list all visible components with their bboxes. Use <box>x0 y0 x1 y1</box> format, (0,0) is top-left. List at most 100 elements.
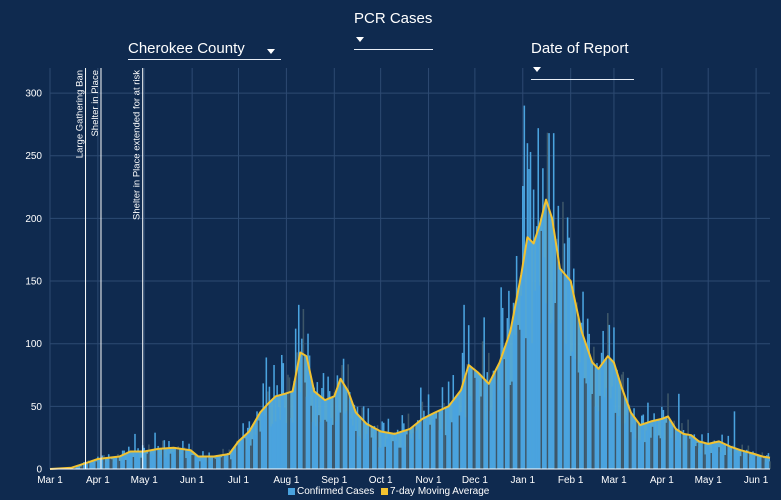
county-dropdown[interactable]: Cherokee County <box>128 39 281 60</box>
case-bar <box>373 425 376 469</box>
case-bar <box>540 230 543 469</box>
case-bar <box>339 412 342 469</box>
case-bar <box>285 423 288 469</box>
x-tick-label: Nov 1 <box>415 475 442 486</box>
case-bar <box>532 189 535 470</box>
case-bar <box>497 379 499 469</box>
case-bar <box>670 437 672 469</box>
case-bar <box>738 453 740 469</box>
case-bar <box>505 398 507 469</box>
case-bar <box>565 343 567 469</box>
case-bar <box>203 455 206 469</box>
axes: 0 50 100 150 200 250 300 Mar 1 Apr 1 May 1 Jun 1 Ju… <box>25 89 770 486</box>
case-bar <box>401 415 404 469</box>
case-bar <box>364 439 366 469</box>
case-bar <box>396 429 399 469</box>
case-bar <box>392 441 394 469</box>
y-tick-label: 150 <box>25 277 42 288</box>
case-bar <box>230 459 232 469</box>
case-bar <box>242 423 244 469</box>
case-bar <box>650 437 652 469</box>
case-bar <box>104 462 107 469</box>
date-mode-dropdown[interactable]: Date of Report <box>531 39 634 80</box>
case-bar <box>234 451 237 469</box>
case-bar <box>118 460 121 469</box>
case-bar <box>668 421 671 469</box>
case-bar <box>310 405 312 469</box>
case-bar <box>180 454 183 469</box>
case-bar <box>440 429 442 469</box>
case-bar <box>701 434 703 469</box>
case-bar <box>501 307 504 469</box>
case-bar <box>406 434 408 469</box>
case-bar <box>124 459 127 469</box>
case-bar <box>132 456 135 469</box>
case-bar <box>444 435 447 469</box>
case-bar <box>274 421 277 469</box>
case-bar <box>399 447 402 469</box>
case-bar <box>160 454 163 469</box>
case-bar <box>443 403 445 469</box>
case-bar <box>503 359 506 469</box>
case-bar <box>551 319 553 469</box>
case-bar <box>97 456 99 469</box>
case-bar <box>477 380 479 469</box>
case-bar <box>539 285 541 469</box>
case-bar <box>267 391 269 469</box>
case-bar <box>214 458 217 469</box>
case-bar <box>732 445 734 469</box>
case-bar <box>594 406 597 469</box>
case-bar <box>265 357 268 469</box>
case-bar <box>559 319 561 469</box>
case-bar <box>710 453 713 469</box>
case-bar <box>630 432 632 469</box>
case-bar <box>495 369 498 469</box>
case-bar <box>617 416 620 469</box>
case-bar <box>750 460 753 469</box>
case-bar <box>435 418 438 469</box>
case-bar <box>228 449 230 469</box>
case-bar <box>72 467 74 469</box>
case-bar <box>454 401 456 469</box>
case-bar <box>472 368 475 469</box>
case-bar <box>240 441 243 469</box>
metric-dropdown[interactable]: PCR Cases <box>354 9 433 50</box>
case-bar <box>424 439 427 469</box>
case-bar <box>81 463 84 469</box>
case-bar <box>182 440 184 469</box>
case-bar <box>350 418 353 469</box>
case-bar <box>718 447 720 469</box>
case-bar <box>596 363 598 469</box>
case-bar <box>427 394 430 469</box>
case-bar <box>759 459 762 469</box>
case-bar <box>284 407 286 469</box>
case-bar <box>620 374 623 469</box>
case-bar <box>90 462 93 469</box>
case-bar <box>494 383 496 469</box>
case-bar <box>651 426 654 469</box>
case-bar <box>362 406 365 469</box>
case-bar <box>580 322 583 469</box>
case-bar <box>644 442 646 469</box>
case-bar <box>733 411 736 469</box>
x-tick-label: Jun 1 <box>180 475 205 486</box>
case-bar <box>192 455 195 469</box>
case-bar <box>325 421 328 469</box>
legend-swatch-average <box>381 487 389 495</box>
case-bar <box>746 449 748 469</box>
case-bar <box>294 328 297 469</box>
case-bar <box>741 444 743 469</box>
case-bar <box>611 386 614 469</box>
x-tick-label: Mar 1 <box>601 475 627 486</box>
case-bar <box>640 415 643 469</box>
case-bar <box>188 443 190 469</box>
case-bar <box>583 378 586 469</box>
case-bar <box>525 338 527 469</box>
case-bar <box>288 377 291 469</box>
case-bar <box>202 451 204 469</box>
case-bar <box>171 451 173 469</box>
x-tick-label: Mar 1 <box>37 475 63 486</box>
x-tick-label: Feb 1 <box>558 475 584 486</box>
case-bar <box>642 414 645 469</box>
case-bar <box>420 387 422 469</box>
